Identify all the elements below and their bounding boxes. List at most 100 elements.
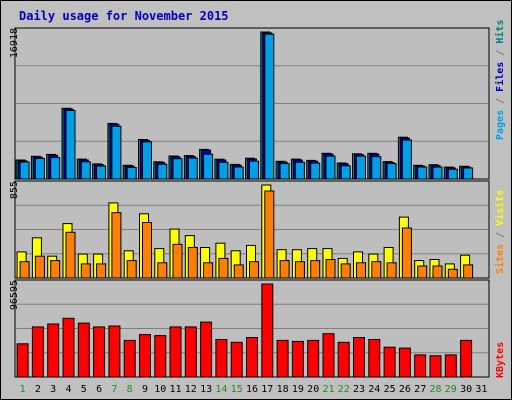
legend-pages-files-hits: Pages / Files / Hits [494, 20, 506, 140]
bar-kbytes-day-11 [169, 326, 182, 378]
bar-kbytes-day-1 [16, 343, 29, 378]
bar-sites-day-3 [50, 260, 61, 279]
bar-kbytes-day-22 [337, 341, 350, 378]
bar-kbytes-day-28 [429, 355, 442, 378]
bar-pages-day-8 [126, 167, 137, 180]
x-tick-label-6: 6 [96, 384, 102, 395]
bar-sites-day-24 [371, 261, 382, 279]
bar-pages-day-7 [111, 125, 122, 180]
bar-sites-day-11 [172, 243, 183, 279]
bar-sites-day-13 [203, 262, 214, 279]
bar-pages-day-13 [203, 153, 214, 180]
bar-sites-day-27 [417, 265, 428, 279]
y-max-label-kbytes: 96595 [9, 280, 20, 310]
bar-sites-day-21 [325, 259, 336, 279]
bar-sites-day-10 [157, 262, 168, 279]
bar-sites-day-6 [96, 263, 107, 279]
bar-pages-day-23 [356, 155, 366, 180]
bar-pages-day-21 [325, 155, 336, 180]
bar-sites-day-15 [233, 264, 244, 279]
x-tick-label-2: 2 [35, 384, 41, 395]
bar-pages-day-26 [401, 139, 412, 180]
legend-part: Sites [494, 244, 506, 274]
x-tick-label-12: 12 [185, 384, 197, 395]
x-tick-label-1: 1 [20, 384, 26, 395]
bar-sites-day-14 [218, 257, 229, 279]
bar-kbytes-day-30 [460, 339, 473, 378]
bar-kbytes-day-25 [383, 346, 396, 378]
bar-sites-day-9 [142, 222, 152, 279]
x-tick-label-21: 21 [322, 384, 334, 395]
bar-kbytes-day-6 [93, 326, 106, 378]
legend-part: / [495, 226, 506, 244]
x-tick-label-16: 16 [246, 384, 258, 395]
x-tick-label-30: 30 [460, 384, 472, 395]
y-max-label-visits: 855 [9, 181, 20, 199]
bar-kbytes-day-17 [261, 283, 274, 378]
x-tick-label-29: 29 [445, 384, 457, 395]
bar-pages-day-22 [340, 165, 351, 180]
bar-kbytes-day-19 [291, 340, 304, 378]
bar-sites-day-16 [249, 261, 259, 279]
bar-sites-day-17 [264, 190, 275, 279]
bar-sites-day-12 [187, 247, 198, 279]
bar-pages-day-14 [218, 161, 229, 180]
x-tick-label-3: 3 [50, 384, 56, 395]
bar-pages-day-24 [371, 156, 382, 180]
x-tick-label-13: 13 [200, 384, 212, 395]
bar-pages-day-9 [142, 141, 152, 180]
x-tick-label-15: 15 [231, 384, 243, 395]
bar-sites-day-26 [401, 227, 412, 279]
bar-sites-day-4 [65, 231, 76, 279]
bar-sites-day-19 [294, 261, 305, 279]
bar-kbytes-day-2 [31, 326, 44, 378]
bar-sites-day-2 [34, 255, 45, 279]
bar-kbytes-day-5 [77, 322, 90, 378]
x-tick-label-5: 5 [81, 384, 87, 395]
x-tick-label-18: 18 [277, 384, 289, 395]
legend-sites-visits: Sites / Visits [494, 190, 506, 274]
bar-kbytes-day-8 [123, 339, 136, 378]
bar-pages-day-20 [310, 162, 321, 180]
bar-pages-day-2 [34, 158, 45, 180]
bar-kbytes-day-13 [200, 321, 213, 378]
bar-kbytes-day-26 [398, 347, 411, 378]
bar-sites-day-20 [310, 260, 321, 279]
bar-sites-day-30 [463, 264, 474, 279]
bar-sites-day-7 [111, 212, 122, 279]
bar-kbytes-day-16 [246, 337, 258, 378]
bar-pages-day-3 [50, 157, 61, 180]
x-tick-label-23: 23 [353, 384, 365, 395]
bar-sites-day-28 [432, 265, 443, 279]
legend-part: / [495, 92, 506, 110]
bar-pages-day-25 [386, 163, 397, 180]
bar-sites-day-29 [447, 268, 458, 279]
x-tick-label-19: 19 [292, 384, 304, 395]
bar-kbytes-day-24 [368, 339, 381, 378]
legend-part: / [495, 44, 506, 62]
bar-pages-day-19 [294, 161, 305, 180]
x-tick-label-25: 25 [384, 384, 396, 395]
legend-part: KBytes [495, 342, 506, 378]
bar-kbytes-day-18 [276, 339, 289, 378]
x-tick-label-31: 31 [475, 384, 487, 395]
x-tick-label-28: 28 [429, 384, 441, 395]
bar-pages-day-5 [80, 161, 91, 180]
bar-pages-day-15 [233, 166, 244, 180]
x-tick-label-8: 8 [127, 384, 133, 395]
x-tick-label-9: 9 [142, 384, 148, 395]
bar-pages-day-17 [264, 33, 275, 180]
bar-pages-day-29 [447, 168, 458, 180]
bar-kbytes-day-14 [215, 339, 228, 378]
x-tick-label-22: 22 [338, 384, 350, 395]
bar-kbytes-day-10 [154, 335, 167, 378]
legend-part: Hits [494, 20, 506, 44]
bar-kbytes-day-27 [414, 354, 427, 378]
bar-pages-day-30 [463, 167, 474, 180]
bar-kbytes-day-21 [322, 333, 335, 378]
y-max-label-hits: 16918 [9, 28, 20, 58]
x-tick-label-14: 14 [215, 384, 227, 395]
x-tick-label-7: 7 [111, 384, 117, 395]
legend-kbytes: KBytes [495, 342, 506, 378]
